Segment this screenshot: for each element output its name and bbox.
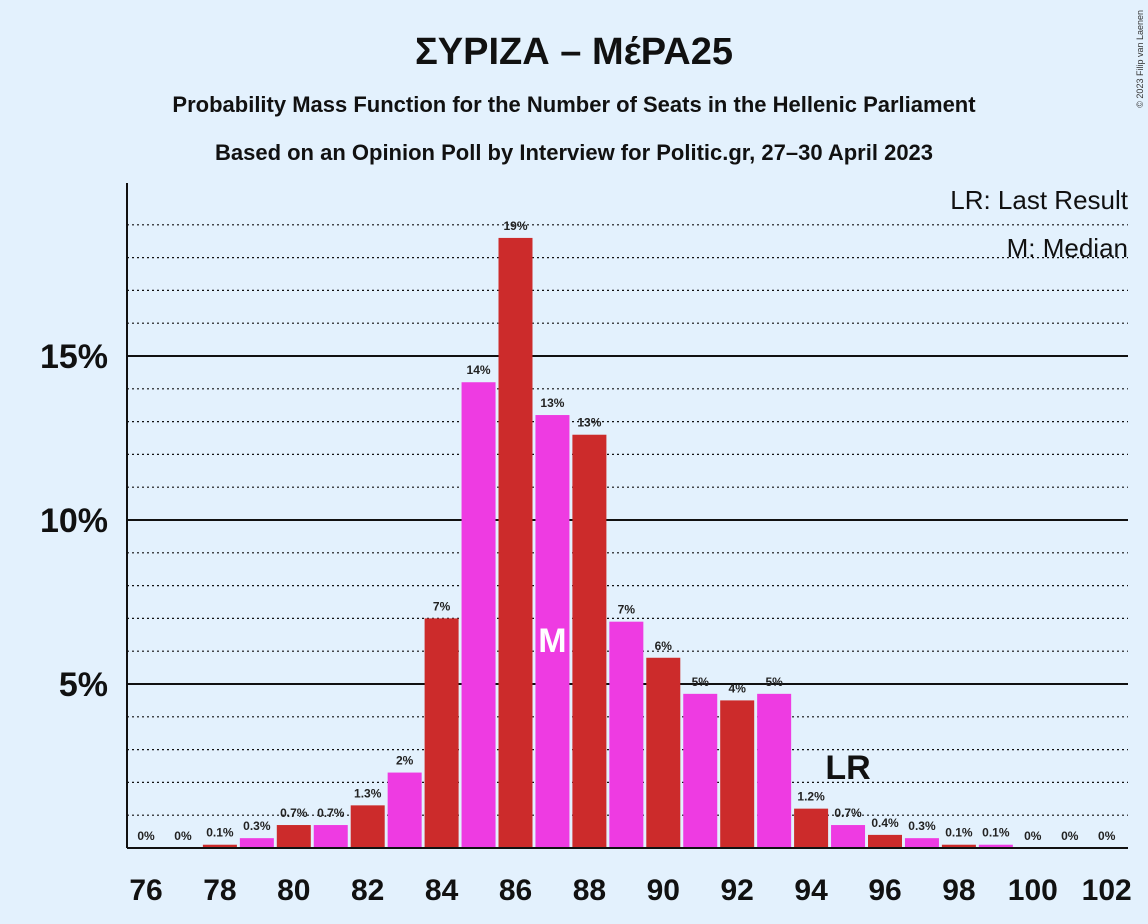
- data-label-82: 1.3%: [354, 786, 382, 800]
- data-label-100: 0%: [1024, 829, 1042, 843]
- bar-80: [276, 825, 311, 848]
- x-tick-label: 94: [794, 874, 828, 907]
- bar-90: [646, 657, 681, 848]
- data-label-83: 2%: [396, 754, 414, 768]
- gridlines: [127, 224, 1128, 816]
- bar-91: [683, 693, 718, 848]
- bar-85: [461, 382, 496, 848]
- bar-97: [904, 838, 939, 848]
- markers: M LR: [538, 622, 870, 787]
- bar-94: [794, 808, 829, 848]
- chart-subtitle-source: Based on an Opinion Poll by Interview fo…: [215, 140, 933, 165]
- data-label-78: 0.1%: [206, 826, 234, 840]
- bar-99: [978, 844, 1013, 848]
- data-label-94: 1.2%: [797, 790, 825, 804]
- x-tick-label: 88: [573, 874, 606, 907]
- x-tick-label: 96: [868, 874, 901, 907]
- data-label-101: 0%: [1061, 829, 1079, 843]
- bar-79: [239, 838, 274, 848]
- chart-title: ΣΥΡΙΖΑ – ΜέΡΑ25: [415, 31, 733, 73]
- y-axis-ticks: 5% 10% 15%: [40, 338, 108, 704]
- y-tick-label: 15%: [40, 338, 108, 376]
- x-axis-ticks: 76 78 80 82 84 86 88 90 92 94 96 98 100 102: [129, 874, 1131, 907]
- data-label-79: 0.3%: [243, 819, 271, 833]
- data-label-80: 0.7%: [280, 806, 308, 820]
- x-tick-label: 100: [1008, 874, 1058, 907]
- bar-81: [313, 825, 348, 848]
- data-label-77: 0%: [174, 829, 192, 843]
- x-tick-label: 86: [499, 874, 532, 907]
- data-label-98: 0.1%: [945, 826, 973, 840]
- data-label-93: 5%: [765, 675, 783, 689]
- copyright-notice: © 2023 Filip van Laenen: [1135, 10, 1145, 108]
- data-label-81: 0.7%: [317, 806, 345, 820]
- data-label-84: 7%: [433, 599, 451, 613]
- data-labels: 0% 0% 0.1% 0.3% 0.7% 0.7% 1.3% 2% 7% 14% 19% 13% 13%…: [137, 219, 1115, 843]
- bar-83: [387, 772, 422, 848]
- bar-92: [720, 700, 755, 848]
- bar-93: [757, 693, 792, 848]
- data-label-85: 14%: [467, 363, 491, 377]
- bar-98: [941, 844, 976, 848]
- data-label-99: 0.1%: [982, 826, 1010, 840]
- bar-84: [424, 618, 459, 848]
- y-tick-label: 10%: [40, 502, 108, 540]
- data-label-76: 0%: [137, 829, 155, 843]
- bar-89: [609, 621, 644, 848]
- x-tick-label: 90: [647, 874, 680, 907]
- y-tick-label: 5%: [59, 666, 108, 704]
- data-label-91: 5%: [692, 675, 710, 689]
- median-marker: M: [538, 622, 566, 660]
- data-label-92: 4%: [729, 681, 747, 695]
- data-label-89: 7%: [618, 603, 636, 617]
- bars: [202, 237, 1013, 849]
- data-label-87: 13%: [540, 396, 564, 410]
- bar-86: [498, 237, 533, 849]
- x-tick-label: 80: [277, 874, 310, 907]
- data-label-96: 0.4%: [871, 816, 899, 830]
- x-tick-label: 82: [351, 874, 384, 907]
- bar-78: [202, 844, 237, 848]
- bar-96: [868, 834, 902, 848]
- bar-82: [350, 805, 385, 848]
- chart-subtitle: Probability Mass Function for the Number…: [172, 92, 976, 117]
- bar-95: [831, 825, 866, 848]
- data-label-90: 6%: [655, 639, 673, 653]
- x-tick-label: 102: [1082, 874, 1132, 907]
- data-label-102: 0%: [1098, 829, 1116, 843]
- x-tick-label: 92: [721, 874, 754, 907]
- data-label-86: 19%: [503, 219, 527, 233]
- data-label-88: 13%: [577, 416, 601, 430]
- legend-last-result: LR: Last Result: [950, 185, 1129, 215]
- x-tick-label: 78: [203, 874, 236, 907]
- last-result-marker: LR: [825, 749, 870, 787]
- bar-88: [572, 434, 607, 848]
- x-tick-label: 98: [942, 874, 975, 907]
- legend-median: M: Median: [1007, 233, 1128, 263]
- x-tick-label: 84: [425, 874, 459, 907]
- x-tick-label: 76: [129, 874, 162, 907]
- data-label-97: 0.3%: [908, 819, 936, 833]
- bar-87: [535, 415, 570, 848]
- data-label-95: 0.7%: [834, 806, 862, 820]
